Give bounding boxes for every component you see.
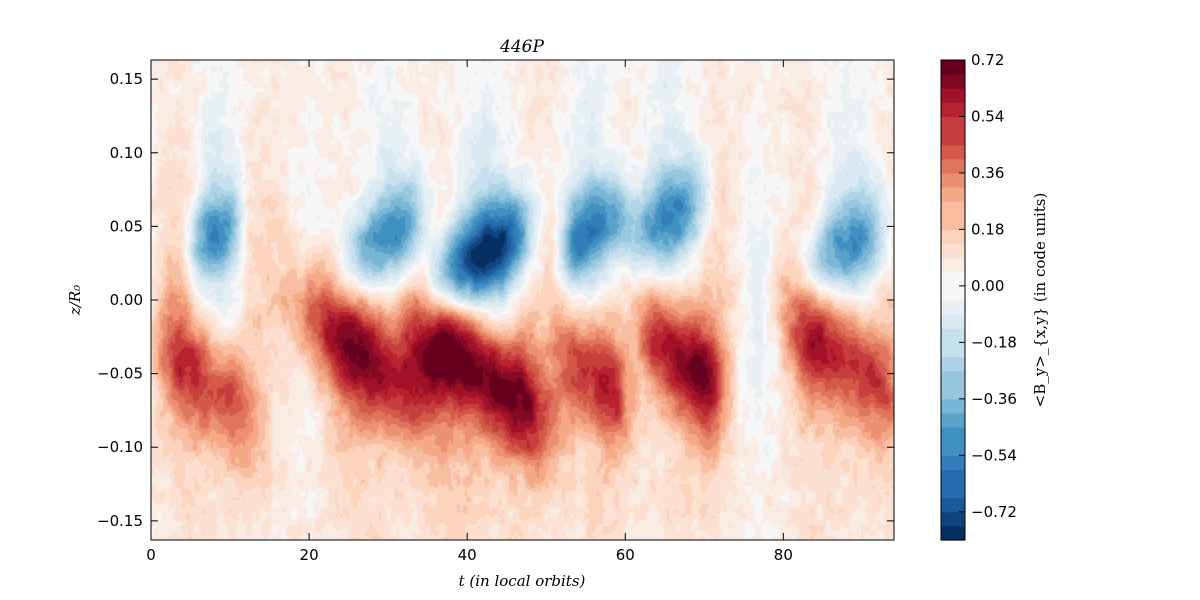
x-axis-label: t (in local orbits) <box>459 572 586 590</box>
colorbar-band <box>941 271 965 287</box>
colorbar-band <box>941 314 965 329</box>
colorbar-tick-label: −0.72 <box>971 503 1017 521</box>
colorbar-tick-label: −0.36 <box>971 390 1017 408</box>
chart-title: 446P <box>499 37 544 57</box>
colorbar-frame <box>940 59 966 541</box>
x-tick-label: 20 <box>300 546 319 564</box>
y-tick-label: 0.15 <box>110 70 143 88</box>
colorbar-tick-label: 0.36 <box>971 164 1004 182</box>
colorbar-band <box>941 285 965 301</box>
x-tick-label: 40 <box>458 546 477 564</box>
colorbar-tick-label: 0.00 <box>971 277 1004 295</box>
heatmap-area <box>150 59 895 541</box>
colorbar-tick-label: 0.72 <box>971 51 1004 69</box>
y-axis-label: z/R₀ <box>66 285 84 316</box>
colorbar-band <box>941 398 965 414</box>
heatmap-canvas-holder <box>151 60 894 540</box>
y-tick-label: −0.15 <box>97 512 143 530</box>
colorbar-band <box>941 342 965 358</box>
colorbar-band <box>941 412 965 428</box>
colorbar-ticks: 0.72 0.54 0.36 0.18 0.00 −0.18 −0.36 −0.54 −0.72 <box>959 51 1017 521</box>
colorbar-tick-label: 0.54 <box>971 107 1004 125</box>
colorbar-band <box>941 158 965 174</box>
colorbar-tick-label: −0.18 <box>971 333 1017 351</box>
colorbar-band <box>941 455 965 471</box>
colorbar-band <box>941 469 965 485</box>
x-tick-label: 0 <box>146 546 156 564</box>
colorbar-band <box>941 172 965 188</box>
colorbar-band <box>941 483 965 499</box>
x-axis-ticks: 0 20 40 60 80 <box>146 60 793 564</box>
colorbar-band <box>941 201 965 216</box>
x-tick-label: 80 <box>774 546 793 564</box>
y-tick-label: 0.10 <box>110 144 143 162</box>
colorbar-band <box>941 427 965 442</box>
colorbar-band <box>941 74 965 89</box>
colorbar-band <box>941 187 965 202</box>
colorbar-band <box>941 88 965 103</box>
y-tick-label: 0.05 <box>110 217 143 235</box>
colorbar-band <box>941 102 965 118</box>
colorbar-band <box>941 257 965 273</box>
colorbar-bands <box>941 60 965 541</box>
y-tick-label: −0.10 <box>97 438 143 456</box>
colorbar-band <box>941 511 965 527</box>
colorbar: 0.72 0.54 0.36 0.18 0.00 −0.18 −0.36 −0.54 −0.72… <box>940 51 1049 541</box>
colorbar-band <box>941 300 965 315</box>
colorbar-band <box>941 60 965 75</box>
colorbar-tick-label: 0.18 <box>971 220 1004 238</box>
colorbar-label: <B_y>_{x,y} (in code units) <box>1031 193 1049 408</box>
colorbar-band <box>941 370 965 386</box>
colorbar-band <box>941 328 965 343</box>
colorbar-band <box>941 116 965 132</box>
colorbar-tick-label: −0.54 <box>971 446 1017 464</box>
y-tick-label: −0.05 <box>97 365 143 383</box>
colorbar-band <box>941 497 965 513</box>
colorbar-band <box>941 384 965 400</box>
colorbar-band <box>941 130 965 146</box>
y-tick-label: 0.00 <box>110 291 143 309</box>
colorbar-band <box>941 229 965 245</box>
colorbar-band <box>941 144 965 160</box>
colorbar-band <box>941 356 965 372</box>
colorbar-band <box>941 525 965 541</box>
colorbar-band <box>941 441 965 456</box>
heatmap-canvas <box>151 60 894 540</box>
y-axis-ticks: −0.15 −0.10 −0.05 0.00 0.05 0.10 0.15 <box>97 70 894 530</box>
colorbar-band <box>941 215 965 231</box>
x-tick-label: 60 <box>616 546 635 564</box>
colorbar-band <box>941 243 965 259</box>
